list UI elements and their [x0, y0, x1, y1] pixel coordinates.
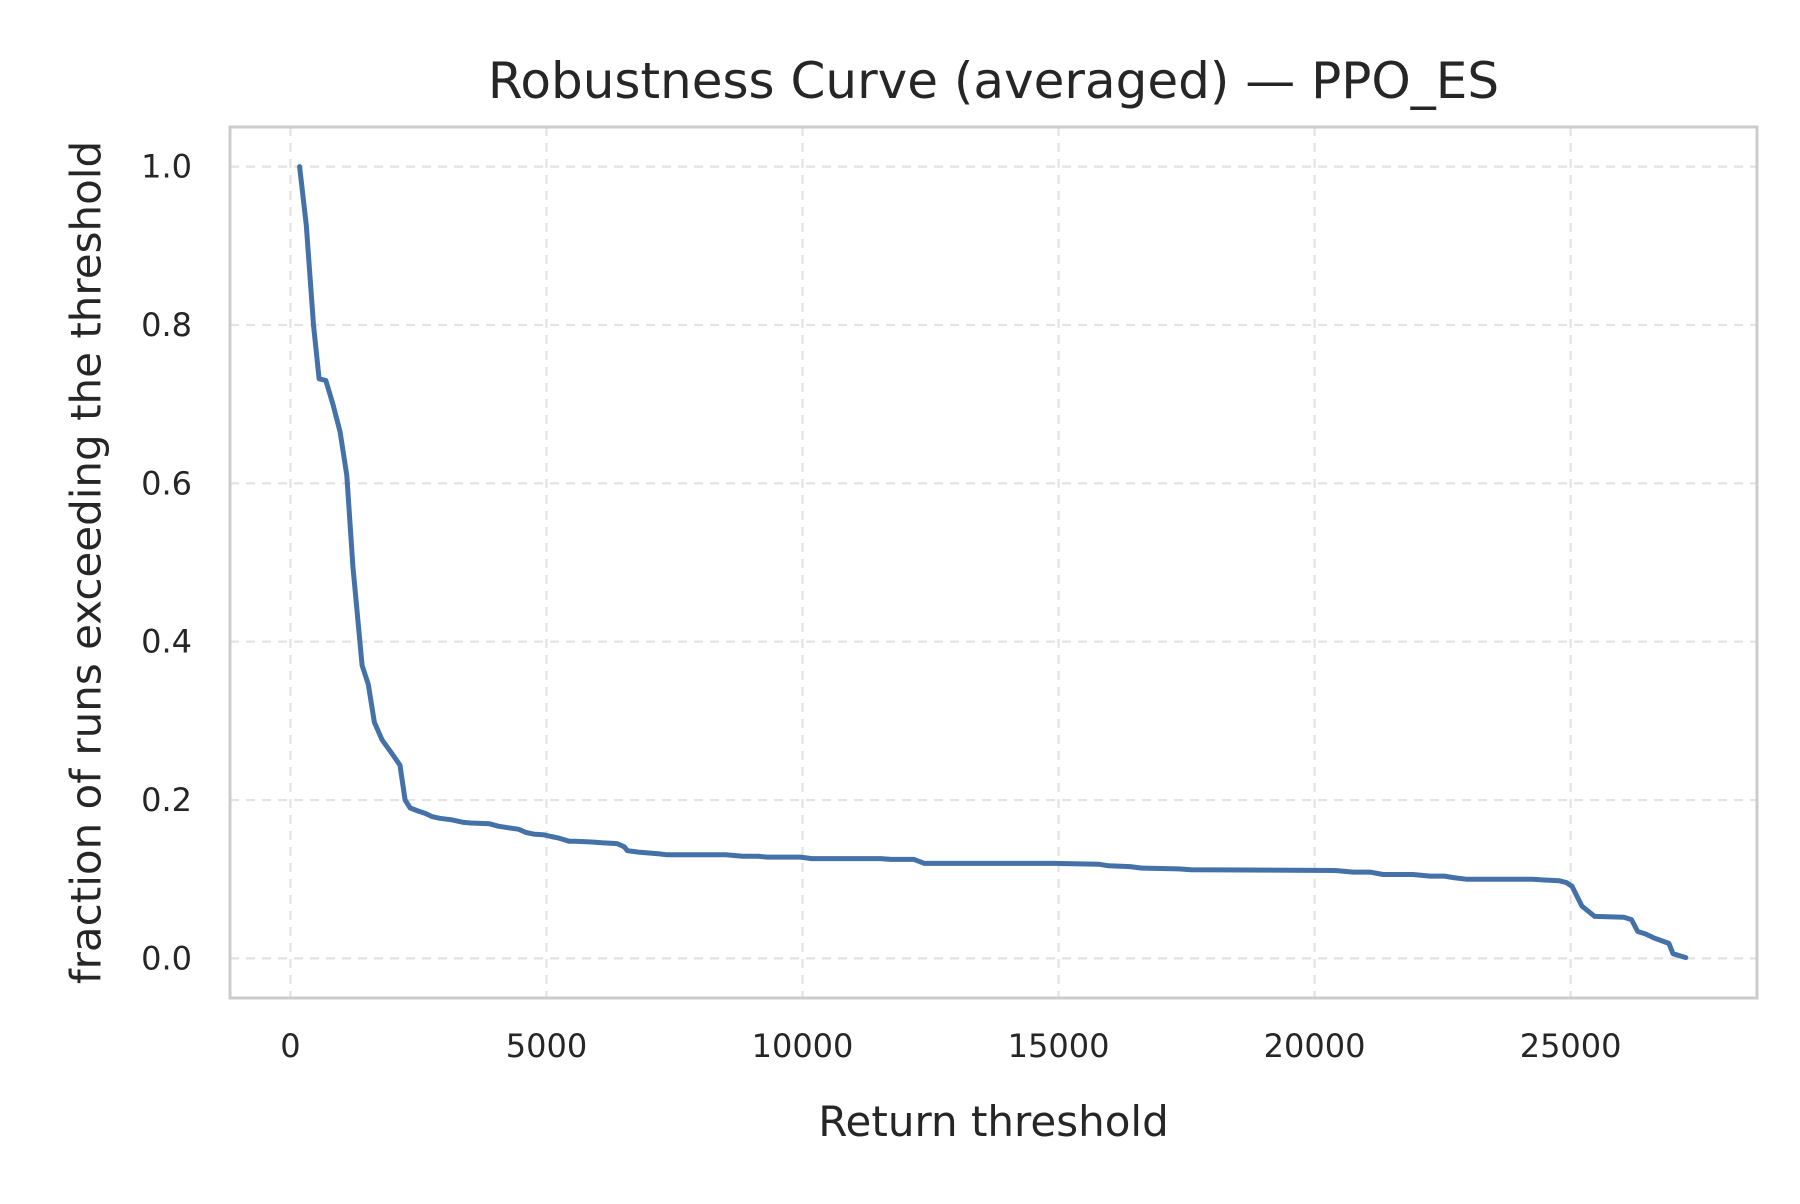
- y-tick-label: 0.4: [141, 623, 192, 661]
- x-tick-label: 15000: [1008, 1027, 1110, 1065]
- x-axis-label: Return threshold: [818, 1097, 1169, 1146]
- chart-title: Robustness Curve (averaged) — PPO_ES: [488, 52, 1499, 110]
- x-tick-label: 10000: [752, 1027, 854, 1065]
- series-line: [297, 164, 1689, 961]
- grid: [230, 127, 1757, 998]
- series-layer: [297, 164, 1689, 961]
- y-axis-label: fraction of runs exceeding the threshold: [62, 141, 111, 984]
- y-tick-label: 0.6: [141, 464, 192, 502]
- plot-frame: [228, 125, 1759, 1000]
- x-tick-label: 0: [280, 1027, 300, 1065]
- y-tick-label: 0.2: [141, 781, 192, 819]
- x-axis-ticks: 0 5000 10000 15000 20000 25000: [280, 1027, 1621, 1065]
- x-tick-label: 20000: [1264, 1027, 1366, 1065]
- x-tick-label: 5000: [506, 1027, 587, 1065]
- x-tick-label: 25000: [1520, 1027, 1622, 1065]
- y-tick-label: 0.8: [141, 306, 192, 344]
- y-tick-label: 0.0: [141, 939, 192, 977]
- y-axis-ticks: 0.0 0.2 0.4 0.6 0.8 1.0: [141, 148, 192, 978]
- y-tick-label: 1.0: [141, 148, 192, 186]
